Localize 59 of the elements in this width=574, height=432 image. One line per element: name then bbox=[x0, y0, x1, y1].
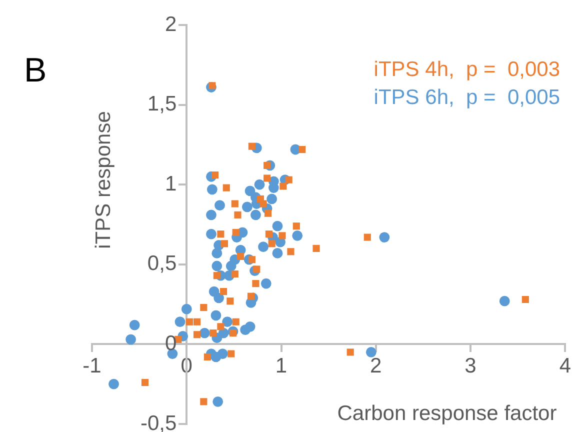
x-axis-title: Carbon response factor bbox=[337, 402, 557, 425]
x-tick-label: 1 bbox=[275, 354, 288, 378]
text: iTPS 6h, p = 0,005 bbox=[374, 86, 560, 109]
point bbox=[264, 210, 272, 217]
point bbox=[346, 348, 354, 356]
point bbox=[312, 244, 320, 252]
point bbox=[226, 298, 234, 305]
x-tick-label: 3 bbox=[464, 354, 476, 378]
point bbox=[278, 232, 286, 240]
point bbox=[208, 82, 216, 90]
y-tick-label: 1 bbox=[164, 172, 177, 196]
point bbox=[228, 350, 235, 358]
y-tick-label: 0 bbox=[164, 332, 177, 355]
point bbox=[237, 252, 244, 260]
point bbox=[247, 292, 255, 300]
point bbox=[248, 142, 256, 150]
point bbox=[220, 240, 228, 248]
point bbox=[364, 234, 371, 241]
point bbox=[234, 211, 242, 218]
point bbox=[186, 318, 194, 326]
point bbox=[522, 296, 529, 304]
point bbox=[200, 304, 208, 312]
point bbox=[204, 353, 211, 361]
point bbox=[252, 280, 260, 288]
point bbox=[253, 266, 260, 273]
text: B bbox=[24, 51, 47, 90]
y-tick-label: 1,5 bbox=[147, 92, 177, 116]
point bbox=[229, 329, 237, 337]
point bbox=[231, 270, 238, 278]
point bbox=[217, 230, 224, 238]
point bbox=[232, 318, 240, 326]
point bbox=[194, 318, 201, 326]
point bbox=[287, 248, 294, 256]
point bbox=[194, 331, 201, 338]
point bbox=[268, 240, 276, 248]
point bbox=[280, 182, 287, 190]
x-tick-label: 4 bbox=[559, 354, 572, 378]
point bbox=[222, 184, 230, 192]
text: iTPS 4h, p = 0,003 bbox=[374, 58, 560, 81]
point bbox=[260, 200, 267, 208]
x-tick-label: 2 bbox=[370, 354, 382, 378]
point bbox=[265, 230, 272, 238]
point bbox=[220, 288, 228, 296]
point bbox=[210, 329, 217, 337]
point bbox=[292, 222, 300, 230]
point bbox=[232, 228, 240, 236]
point bbox=[211, 171, 219, 179]
point bbox=[231, 200, 238, 208]
point bbox=[141, 378, 149, 386]
point bbox=[264, 174, 271, 182]
point bbox=[213, 272, 220, 280]
point bbox=[298, 146, 306, 154]
y-axis-title: iTPS response bbox=[92, 111, 115, 249]
point bbox=[285, 176, 292, 184]
point bbox=[200, 398, 208, 406]
y-tick-label: 2 bbox=[164, 12, 177, 36]
y-tick-label: 0,5 bbox=[147, 252, 177, 276]
x-tick-label: -1 bbox=[82, 354, 102, 378]
point bbox=[217, 323, 224, 330]
